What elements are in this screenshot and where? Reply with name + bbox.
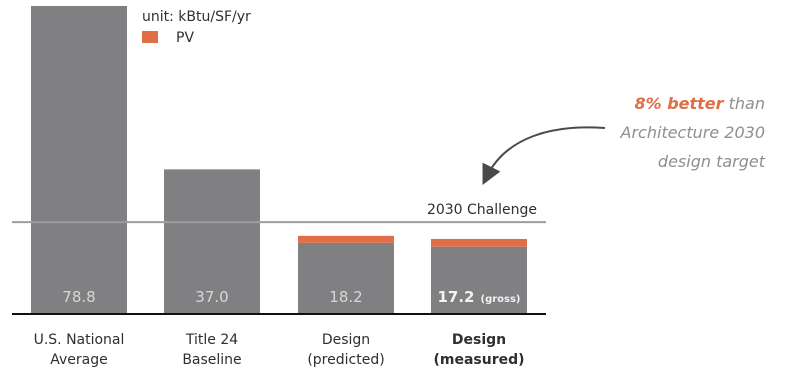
category-label: Average	[50, 352, 108, 368]
annotation-line-2: Architecture 2030	[620, 123, 765, 142]
bar-value-label: 18.2	[329, 288, 362, 306]
annotation: 8% better than Architecture 2030 design …	[590, 89, 765, 176]
pv-segment	[431, 238, 527, 247]
category-label: Baseline	[182, 352, 241, 368]
bar-value-label: 78.8	[62, 288, 95, 306]
bars-layer	[31, 6, 527, 314]
labels-layer: 78.8 U.S. National Average 37.0 Title 24 Base…	[34, 288, 525, 368]
legend-label: PV	[176, 30, 194, 46]
annotation-arrow-path	[482, 126, 606, 185]
bar-value-label: 37.0	[195, 288, 228, 306]
annotation-arrow	[482, 126, 606, 185]
category-label: Title 24	[185, 332, 238, 348]
bar	[31, 6, 127, 314]
annotation-rest: than	[728, 94, 765, 113]
category-label: Design	[322, 332, 370, 348]
reference-layer: 2030 Challenge	[12, 202, 546, 315]
bar	[164, 169, 260, 314]
bar-value-suffix: (gross)	[481, 294, 521, 305]
category-label: U.S. National	[34, 332, 125, 348]
unit-label: unit: kBtu/SF/yr	[142, 9, 251, 25]
bar	[298, 242, 394, 314]
category-label: Design	[452, 332, 506, 348]
reference-line-label: 2030 Challenge	[427, 202, 537, 218]
annotation-line-3: design target	[657, 152, 765, 171]
pv-segment	[298, 235, 394, 243]
bar	[431, 246, 527, 314]
legend: unit: kBtu/SF/yr PV	[142, 9, 251, 46]
annotation-highlight: 8% better	[634, 94, 724, 113]
legend-swatch	[142, 31, 158, 43]
annotation-line-1: 8% better than	[590, 89, 765, 118]
category-label: (predicted)	[307, 352, 384, 368]
category-label: (measured)	[433, 352, 524, 368]
